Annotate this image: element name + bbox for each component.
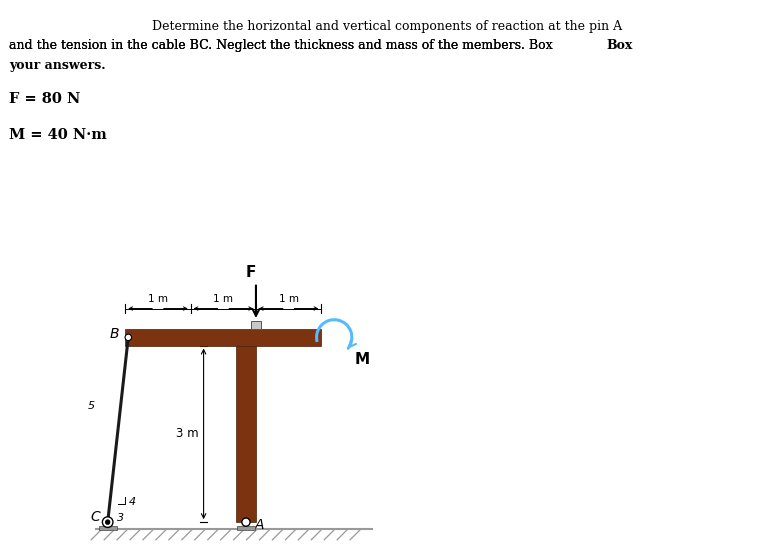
Text: 1 m: 1 m (214, 295, 233, 305)
Bar (252, 321, 261, 329)
Text: F: F (246, 264, 256, 280)
Text: B: B (110, 328, 119, 341)
Text: 3 m: 3 m (176, 427, 199, 440)
Circle shape (102, 517, 113, 527)
Text: and the tension in the cable BC. Neglect the thickness and mass of the members.: and the tension in the cable BC. Neglect… (9, 39, 529, 52)
Text: C: C (91, 511, 101, 525)
Text: 4: 4 (128, 497, 136, 507)
Text: F = 80 N: F = 80 N (9, 92, 80, 106)
Text: 1 m: 1 m (279, 295, 299, 305)
Circle shape (241, 518, 250, 526)
Bar (236, 345, 256, 522)
Text: M = 40 N·m: M = 40 N·m (9, 128, 107, 142)
Text: your answers.: your answers. (9, 59, 106, 71)
Text: M: M (354, 352, 370, 367)
Circle shape (125, 334, 132, 340)
Text: Box: Box (606, 39, 632, 52)
Text: 3: 3 (117, 513, 124, 523)
Text: and the tension in the cable BC. Neglect the thickness and mass of the members. : and the tension in the cable BC. Neglect… (9, 39, 553, 52)
Bar (237, 526, 255, 530)
Bar (125, 329, 321, 345)
Bar (99, 526, 117, 530)
Text: A: A (255, 518, 264, 532)
Text: 5: 5 (88, 401, 95, 411)
Text: 1 m: 1 m (148, 295, 168, 305)
Text: and the tension in the cable BC. Neglect the thickness and mass of the members.: and the tension in the cable BC. Neglect… (9, 39, 529, 52)
Text: and the tension in the cable BC. Neglect the thickness and mass of the members. : and the tension in the cable BC. Neglect… (9, 39, 553, 52)
Text: Determine the horizontal and vertical components of reaction at the pin A: Determine the horizontal and vertical co… (152, 20, 622, 32)
Circle shape (105, 519, 110, 525)
